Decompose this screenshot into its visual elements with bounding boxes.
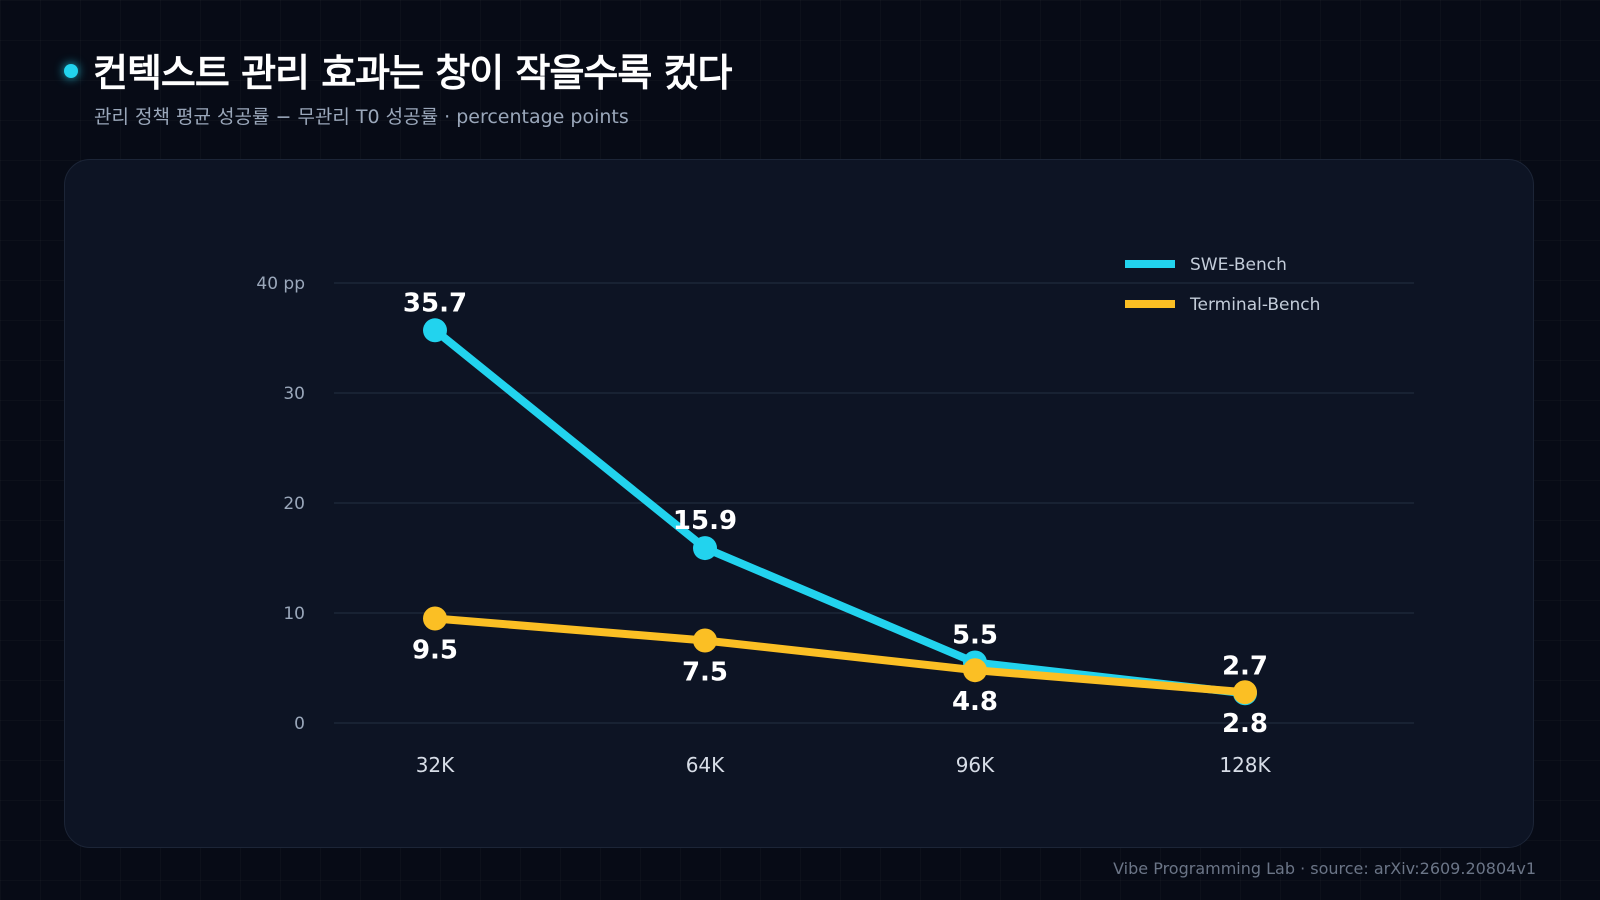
y-tick-label: 0 xyxy=(294,714,305,734)
data-point-swe-bench xyxy=(423,318,447,343)
data-point-terminal-bench xyxy=(423,606,447,631)
data-label: 5.5 xyxy=(952,621,998,651)
series-line-swe-bench xyxy=(431,326,1249,698)
source-footer: Vibe Programming Lab · source: arXiv:260… xyxy=(1113,859,1536,878)
data-label: 35.7 xyxy=(403,288,467,318)
x-axis-ticks: 32K 64K 96K 128K xyxy=(416,753,1272,777)
x-tick-label: 64K xyxy=(686,753,725,777)
y-tick-label: 30 xyxy=(283,384,305,404)
y-tick-label: 20 xyxy=(283,494,305,514)
legend-label: SWE-Bench xyxy=(1190,255,1287,275)
y-axis-ticks: 0 10 20 30 40 pp xyxy=(256,274,305,734)
series-lines xyxy=(423,318,1257,706)
data-label: 2.7 xyxy=(1222,651,1268,681)
page-subtitle: 관리 정책 평균 성공률 − 무관리 T0 성공률 · percentage p… xyxy=(94,106,629,128)
x-tick-label: 32K xyxy=(416,753,455,777)
legend-label: Terminal-Bench xyxy=(1189,295,1320,315)
data-labels: 35.7 15.9 5.5 2.7 9.5 7.5 4.8 2.8 xyxy=(403,288,1268,739)
data-point-terminal-bench xyxy=(1233,680,1257,705)
data-label: 9.5 xyxy=(412,636,458,666)
data-label: 7.5 xyxy=(682,658,728,688)
x-tick-label: 128K xyxy=(1219,753,1271,777)
series-line-terminal-bench xyxy=(431,614,1249,697)
data-label: 4.8 xyxy=(952,687,998,717)
data-point-terminal-bench xyxy=(693,628,717,653)
y-tick-label: 40 pp xyxy=(256,274,305,294)
page-title: 컨텍스트 관리 효과는 창이 작을수록 컸다 xyxy=(93,51,732,95)
legend: SWE-Bench Terminal-Bench xyxy=(1125,255,1320,315)
data-label: 2.8 xyxy=(1222,709,1268,739)
data-point-swe-bench xyxy=(693,536,717,561)
y-tick-label: 10 xyxy=(283,604,305,624)
x-tick-label: 96K xyxy=(956,753,995,777)
data-label: 15.9 xyxy=(673,506,737,536)
title-bullet-icon xyxy=(64,64,78,78)
data-point-terminal-bench xyxy=(963,658,987,683)
